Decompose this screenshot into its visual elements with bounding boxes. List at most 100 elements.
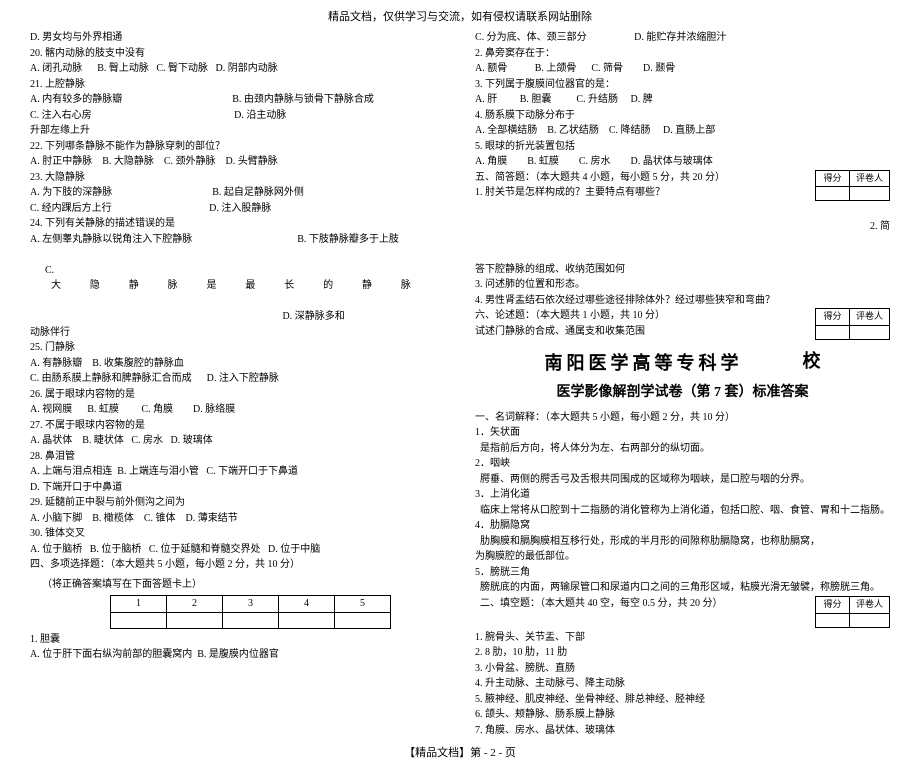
text-line: 5. 腋神经、肌皮神经、坐骨神经、腓总神经、胫神经 bbox=[475, 692, 890, 708]
text-line: 3．上消化道 bbox=[475, 487, 890, 503]
text-line: D. 深静脉多和 bbox=[30, 309, 445, 325]
right-lines-1: C. 分为底、体、颈三部分 D. 能贮存并浓缩胆汁2. 鼻旁窦存在于：A. 额骨… bbox=[475, 30, 890, 170]
text-line: 答下腔静脉的组成、收纳范围如何 bbox=[475, 262, 890, 278]
text-line: 腭垂、两侧的腭舌弓及舌根共同围成的区域称为咽峡，是口腔与咽的分界。 bbox=[475, 472, 890, 488]
score-head-1: 得分 bbox=[815, 170, 849, 187]
text-line: A. 位于肝下面右纵沟前部的胆囊窝内 B. 是腹膜内位器官 bbox=[30, 647, 445, 663]
answer-section-1-title: 一、名词解释：（本大题共 5 小题，每小题 2 分，共 10 分） bbox=[475, 410, 890, 426]
stretch-prefix: C. bbox=[45, 265, 54, 276]
text-line: A. 额骨 B. 上颌骨 C. 筛骨 D. 颞骨 bbox=[475, 61, 890, 77]
text-line: 25. 门静脉 bbox=[30, 340, 445, 356]
text-line: 20. 髂内动脉的肢支中没有 bbox=[30, 46, 445, 62]
text-line: A. 角膜 B. 虹膜 C. 房水 D. 晶状体与玻璃体 bbox=[475, 154, 890, 170]
stretch-char: 静 bbox=[129, 278, 139, 294]
text-line: A. 位于脑桥 B. 位于脑桥 C. 位于延髓和脊髓交界处 D. 位于中脑 bbox=[30, 542, 445, 558]
table-header-cell: 1 bbox=[111, 596, 167, 613]
two-column-layout: D. 男女均与外界相通20. 髂内动脉的肢支中没有A. 闭孔动脉 B. 臀上动脉… bbox=[30, 30, 890, 738]
stretch-char: 是 bbox=[207, 278, 217, 294]
score-head-2b: 评卷人 bbox=[849, 309, 889, 326]
score-box-3: 得分 评卷人 bbox=[815, 596, 890, 628]
text-line: 2．咽峡 bbox=[475, 456, 890, 472]
stretch-char: 的 bbox=[323, 278, 333, 294]
text-line: 6. 颌头、颊静脉、肠系膜上静脉 bbox=[475, 707, 890, 723]
left-lines-1: D. 男女均与外界相通20. 髂内动脉的肢支中没有A. 闭孔动脉 B. 臀上动脉… bbox=[30, 30, 445, 247]
score-cell bbox=[815, 187, 849, 201]
left-lines-2: D. 深静脉多和动脉伴行25. 门静脉A. 有静脉瓣 B. 收集腹腔的静脉血C.… bbox=[30, 309, 445, 557]
table-cell bbox=[223, 612, 279, 628]
text-line: A. 上端与泪点相连 B. 上端连与泪小管 C. 下端开口于下鼻道 bbox=[30, 464, 445, 480]
school-title: 南阳医学高等专科学 bbox=[545, 350, 743, 378]
answer-list: 1．矢状面 是指前后方向，将人体分为左、右两部分的纵切面。2．咽峡 腭垂、两侧的… bbox=[475, 425, 890, 596]
table-header-row: 12345 bbox=[111, 596, 391, 613]
table-header-cell: 5 bbox=[335, 596, 391, 613]
text-line: 膀胱底的内面，两输尿管口和尿道内口之间的三角形区域，粘膜光滑无皱襞，称膀胱三角。 bbox=[475, 580, 890, 596]
text-line: 3. 小骨盆、膀胱、直肠 bbox=[475, 661, 890, 677]
text-line: 动脉伴行 bbox=[30, 325, 445, 341]
text-line: A. 肘正中静脉 B. 大隐静脉 C. 颈外静脉 D. 头臂静脉 bbox=[30, 154, 445, 170]
text-line: A. 左侧睾丸静脉以锐角注入下腔静脉 B. 下肢静脉瓣多于上肢 bbox=[30, 232, 445, 248]
table-cell bbox=[111, 612, 167, 628]
text-line: 5. 眼球的折光装置包括 bbox=[475, 139, 890, 155]
text-line: C. 由肠系膜上静脉和脾静脉汇合而成 D. 注入下腔静脉 bbox=[30, 371, 445, 387]
text-line: 1. 腕骨头、关节盂、下部 bbox=[475, 630, 890, 646]
text-line: A. 为下肢的深静脉 B. 起自足静脉网外侧 bbox=[30, 185, 445, 201]
text-line: 肋胸膜和膈胸膜相互移行处，形成的半月形的间隙称肋膈隐窝，也称肋膈窝， bbox=[475, 534, 890, 550]
text-line: A. 视网膜 B. 虹膜 C. 角膜 D. 脉络膜 bbox=[30, 402, 445, 418]
score-head-1c: 得分 bbox=[815, 596, 849, 613]
text-line: 3. 问述肺的位置和形态。 bbox=[475, 277, 890, 293]
text-line: 22. 下列哪条静脉不能作为静脉穿刺的部位？ bbox=[30, 139, 445, 155]
score-head-1b: 得分 bbox=[815, 309, 849, 326]
text-line: 23. 大隐静脉 bbox=[30, 170, 445, 186]
text-line: 5．膀胱三角 bbox=[475, 565, 890, 581]
table-empty-row bbox=[111, 612, 391, 628]
text-line: C. 注入右心房 D. 沿主动脉 bbox=[30, 108, 445, 124]
text-line: 1. 胆囊 bbox=[30, 632, 445, 648]
score-head-2c: 评卷人 bbox=[849, 596, 889, 613]
text-line: 24. 下列有关静脉的描述错误的是 bbox=[30, 216, 445, 232]
score-head-2: 评卷人 bbox=[849, 170, 889, 187]
score-cell bbox=[849, 187, 889, 201]
answer-section-2-block: 得分 评卷人 二、填空题：（本大题共 40 空，每空 0.5 分，共 20 分） bbox=[475, 596, 890, 630]
stretch-words: 大隐静脉是最长的静脉 bbox=[51, 278, 411, 294]
section-4-title: 四、多项选择题：（本大题共 5 小题，每小题 2 分，共 10 分） bbox=[30, 557, 445, 573]
stretch-char: 隐 bbox=[90, 278, 100, 294]
text-line: 4．肋膈隐窝 bbox=[475, 518, 890, 534]
text-line: A. 全部横结肠 B. 乙状结肠 C. 降结肠 D. 直肠上部 bbox=[475, 123, 890, 139]
text-line: 28. 鼻泪管 bbox=[30, 449, 445, 465]
score-box-2: 得分 评卷人 bbox=[815, 308, 890, 340]
stretch-char: 脉 bbox=[401, 278, 411, 294]
table-cell bbox=[279, 612, 335, 628]
text-line: A. 肝 B. 胆囊 C. 升结肠 D. 脾 bbox=[475, 92, 890, 108]
text-line: D. 男女均与外界相通 bbox=[30, 30, 445, 46]
big-title-row: 南阳医学高等专科学 校 bbox=[475, 342, 890, 382]
stretch-char: 静 bbox=[362, 278, 372, 294]
text-line: 4. 男性肾盂结石依次经过哪些途径排除体外？经过哪些狭窄和弯曲？ bbox=[475, 293, 890, 309]
score-cell bbox=[849, 613, 889, 627]
left-column: D. 男女均与外界相通20. 髂内动脉的肢支中没有A. 闭孔动脉 B. 臀上动脉… bbox=[30, 30, 445, 738]
text-line: 是指前后方向，将人体分为左、右两部分的纵切面。 bbox=[475, 441, 890, 457]
text-line: 为胸膜腔的最低部位。 bbox=[475, 549, 890, 565]
score-cell bbox=[815, 613, 849, 627]
stretch-char: 大 bbox=[51, 278, 61, 294]
section-6-block: 得分 评卷人 六、论述题：（本大题共 1 小题，共 10 分） 试述门静脉的合成… bbox=[475, 308, 890, 342]
text-line: D. 下端开口于中鼻道 bbox=[30, 480, 445, 496]
stretch-char: 脉 bbox=[168, 278, 178, 294]
left-lines-3: 1. 胆囊A. 位于肝下面右纵沟前部的胆囊窝内 B. 是腹膜内位器官 bbox=[30, 632, 445, 663]
text-line: 27. 不属于眼球内容物的是 bbox=[30, 418, 445, 434]
text-line: 2. 鼻旁窦存在于： bbox=[475, 46, 890, 62]
text-line: 3. 下列属于腹膜间位器官的是： bbox=[475, 77, 890, 93]
answer-table: 12345 bbox=[110, 595, 391, 629]
q2-fragment: 2. 简 bbox=[870, 219, 890, 235]
text-line: 4. 升主动脉、主动脉弓、降主动脉 bbox=[475, 676, 890, 692]
paper-subtitle: 医学影像解剖学试卷（第 7 套）标准答案 bbox=[475, 382, 890, 404]
table-cell bbox=[167, 612, 223, 628]
text-line: C. 分为底、体、颈三部分 D. 能贮存并浓缩胆汁 bbox=[475, 30, 890, 46]
text-line: 30. 锥体交叉 bbox=[30, 526, 445, 542]
stretch-char: 长 bbox=[284, 278, 294, 294]
text-line: 升部左缘上升 bbox=[30, 123, 445, 139]
right-lines-2: 答下腔静脉的组成、收纳范围如何3. 问述肺的位置和形态。4. 男性肾盂结石依次经… bbox=[475, 262, 890, 309]
text-line: 临床上常将从口腔到十二指肠的消化管称为上消化道，包括口腔、咽、食管、胃和十二指肠… bbox=[475, 503, 890, 519]
page-footer: 【精品文档】第 - 2 - 页 bbox=[30, 744, 890, 760]
score-box: 得分 评卷人 bbox=[815, 170, 890, 202]
stretch-line: C. 大隐静脉是最长的静脉 bbox=[30, 247, 445, 309]
